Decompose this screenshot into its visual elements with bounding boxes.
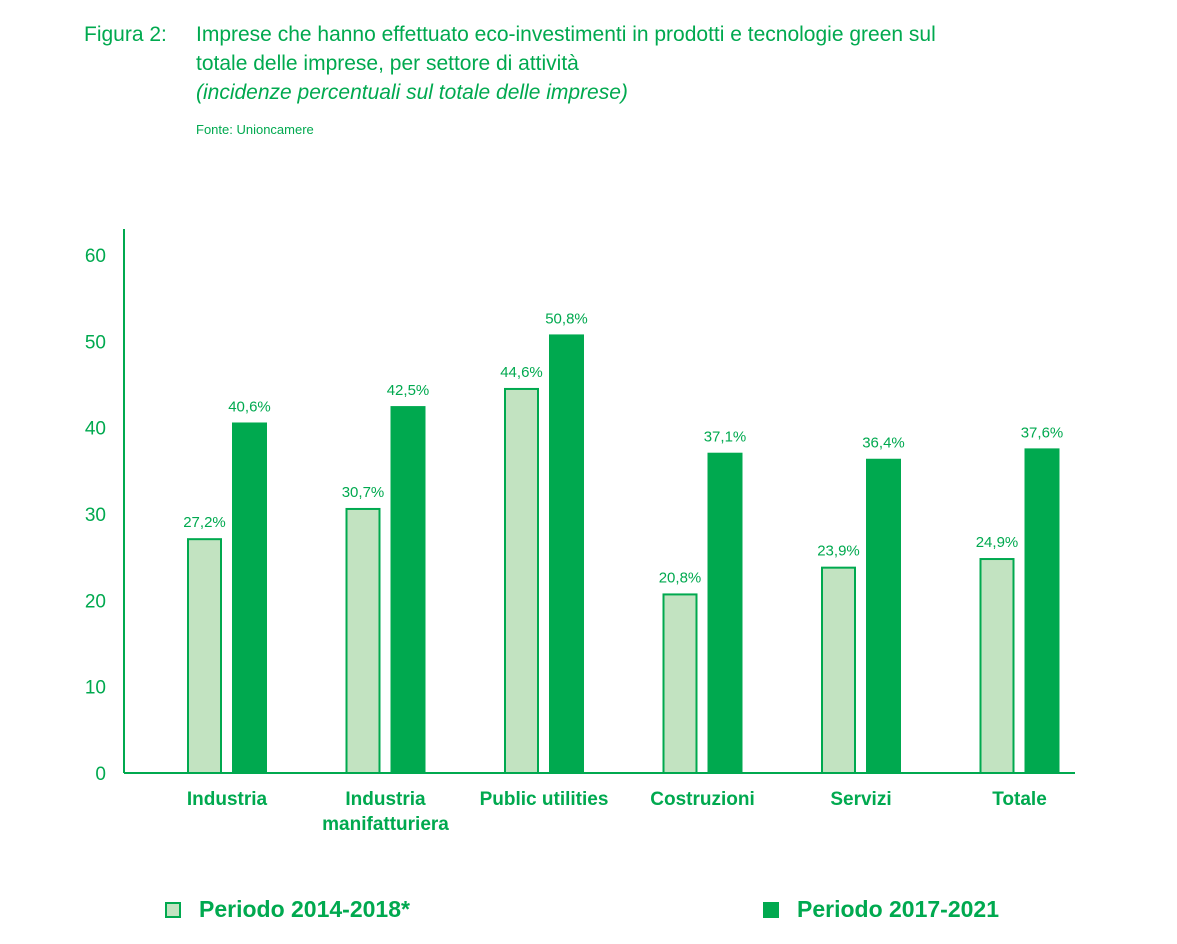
title-line-2: totale delle imprese, per settore di att… [196,52,579,75]
bar-series-2 [390,406,426,773]
y-tick-label: 0 [95,764,106,785]
bar-chart: 0 10 20 30 40 50 60 27,2% 40,6% Industria 30,7% 42,… [85,229,1075,835]
source-note: Fonte: Unioncamere [196,122,314,137]
y-tick-label: 50 [85,332,106,353]
x-category-label: manifatturiera [322,814,449,835]
chart-title: Imprese che hanno effettuato eco-investi… [196,20,1136,107]
bar-value-label: 37,6% [1021,424,1064,441]
bar-value-label: 36,4% [862,435,905,452]
bar-series-2 [549,334,584,773]
bar-series-2 [1024,448,1060,773]
bar-series-1 [504,387,539,774]
bar-value-label: 30,7% [342,484,385,501]
bar-series-1 [979,558,1015,775]
bar-series-1 [345,507,381,774]
legend-label-series-2: Periodo 2017-2021 [797,896,1000,922]
x-category-label: Costruzioni [650,789,755,810]
y-tick-label: 30 [85,505,106,526]
legend-swatch-series-2 [763,901,779,918]
bar-series-2 [866,458,901,773]
bar-value-label: 20,8% [659,569,702,586]
bar-series-1 [662,593,698,775]
bar-series-2 [707,452,743,773]
bar-value-label: 37,1% [704,429,747,446]
bar-value-label: 40,6% [228,398,271,415]
legend-label-series-1: Periodo 2014-2018* [199,896,410,922]
chart-subtitle: (incidenze percentuali sul totale delle … [196,81,628,104]
x-category-label: Servizi [830,789,891,810]
bar-value-label: 27,2% [183,514,226,531]
figure-label: Figura 2: [84,23,167,46]
bar-series-2 [232,422,267,773]
x-category-label: Industria [187,789,268,810]
legend-swatch-series-1 [165,901,181,918]
y-tick-label: 10 [85,678,106,699]
x-category-label: Industria [345,789,426,810]
legend-item-series-2: Periodo 2017-2021 [763,896,999,923]
bar-value-label: 23,9% [817,543,860,560]
y-tick-label: 60 [85,246,106,267]
bar-value-label: 50,8% [545,310,588,327]
bar-series-1 [187,538,222,774]
legend-item-series-1: Periodo 2014-2018* [165,896,410,923]
title-line-1: Imprese che hanno effettuato eco-investi… [196,23,936,46]
x-category-label: Public utilities [480,789,609,810]
bar-value-label: 44,6% [500,364,543,381]
y-tick-label: 20 [85,591,106,612]
y-tick-label: 40 [85,419,106,440]
bar-series-1 [821,566,856,774]
bar-value-label: 24,9% [976,534,1019,551]
x-category-label: Totale [992,789,1047,810]
bar-value-label: 42,5% [387,382,430,399]
